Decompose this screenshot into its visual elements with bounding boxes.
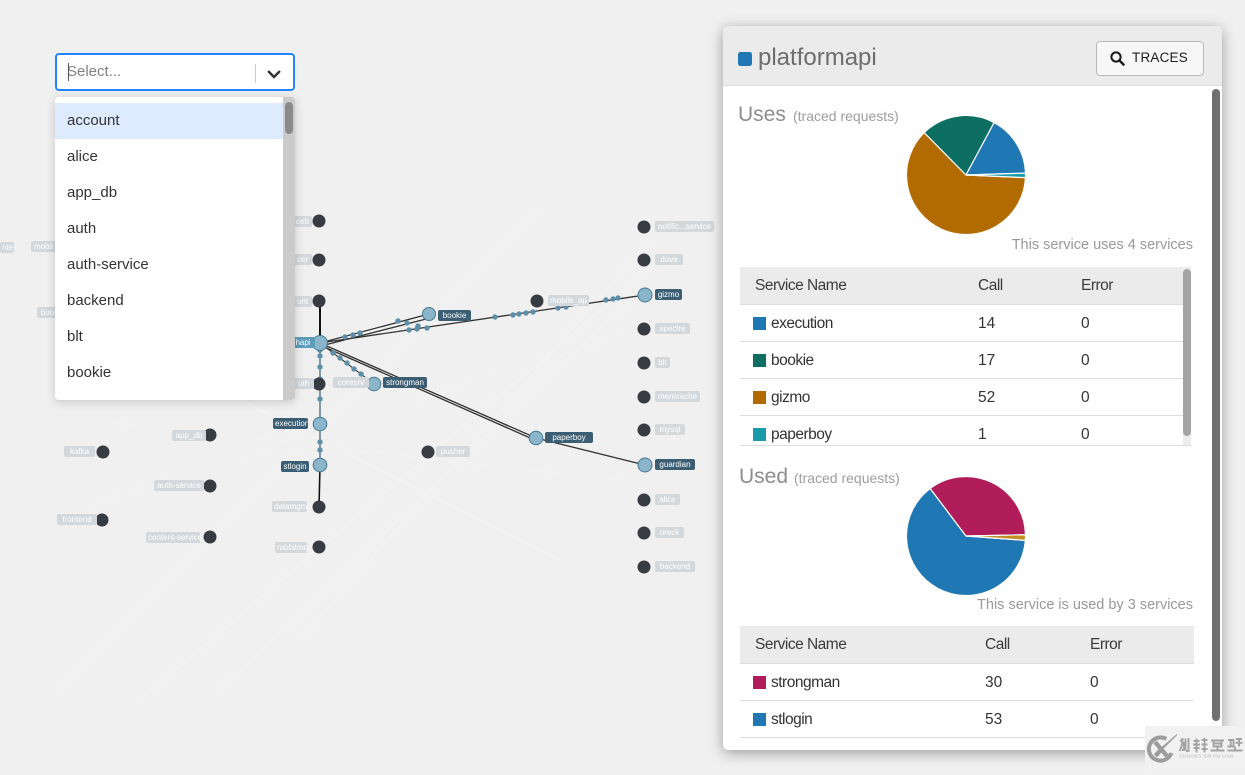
svg-text:CHUANG XIN HU LIAN: CHUANG XIN HU LIAN	[1180, 754, 1234, 759]
